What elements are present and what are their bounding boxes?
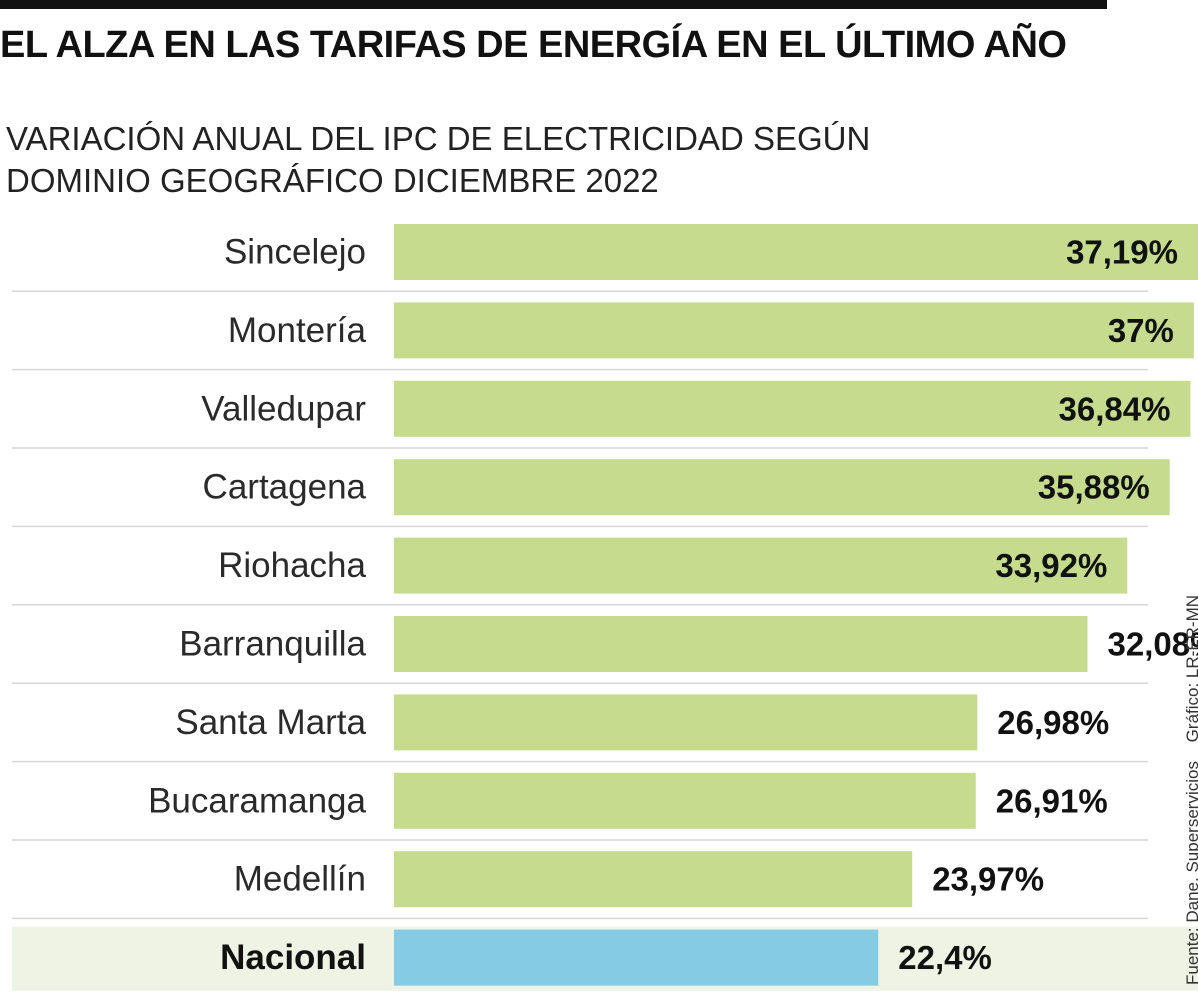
category-label-valledupar: Valledupar xyxy=(201,389,366,428)
category-label-nacional: Nacional xyxy=(220,938,366,977)
value-label-santa-marta: 26,98% xyxy=(997,704,1109,741)
category-label-monteria: Montería xyxy=(228,311,367,350)
category-label-santa-marta: Santa Marta xyxy=(175,703,366,742)
value-label-monteria: 37% xyxy=(1108,312,1174,349)
category-label-barranquilla: Barranquilla xyxy=(179,625,366,664)
value-label-cartagena: 35,88% xyxy=(1038,469,1150,506)
category-label-sincelejo: Sincelejo xyxy=(224,233,366,272)
subtitle-line-1: VARIACIÓN ANUAL DEL IPC DE ELECTRICIDAD … xyxy=(6,120,871,157)
bar-sincelejo xyxy=(394,224,1198,280)
bar-monteria xyxy=(394,302,1194,359)
chart-title: EL ALZA EN LAS TARIFAS DE ENERGÍA EN EL … xyxy=(0,24,1067,66)
bar-medellin xyxy=(394,851,913,908)
value-label-valledupar: 36,84% xyxy=(1058,390,1170,427)
chart-subtitle: VARIACIÓN ANUAL DEL IPC DE ELECTRICIDAD … xyxy=(6,118,906,202)
category-label-medellin: Medellín xyxy=(234,860,366,899)
category-label-cartagena: Cartagena xyxy=(203,468,367,507)
bar-cartagena xyxy=(394,459,1170,516)
source-credit: Fuente: Dane, Superservicios xyxy=(1183,761,1198,985)
value-label-medellin: 23,97% xyxy=(932,861,1044,898)
bar-barranquilla xyxy=(394,616,1088,672)
top-rule xyxy=(0,0,1107,9)
category-label-bucaramanga: Bucaramanga xyxy=(148,781,366,820)
value-label-riohacha: 33,92% xyxy=(995,547,1107,584)
category-label-riohacha: Riohacha xyxy=(218,546,366,585)
credit-line: Fuente: Dane, Superservicios Gráfico: LR… xyxy=(1183,595,1198,985)
bar-nacional xyxy=(394,929,879,986)
bar-santa-marta xyxy=(394,694,978,751)
bar-riohacha xyxy=(394,537,1128,594)
value-label-barranquilla: 32,08% xyxy=(1108,626,1198,663)
value-label-bucaramanga: 26,91% xyxy=(996,782,1108,819)
subtitle-line-2: DOMINIO GEOGRÁFICO DICIEMBRE 2022 xyxy=(6,162,659,199)
value-label-nacional: 22,4% xyxy=(898,939,992,976)
value-label-sincelejo: 37,19% xyxy=(1066,234,1178,271)
bar-valledupar xyxy=(394,380,1191,437)
graphic-credit: Gráfico: LR-ER-MN xyxy=(1183,594,1198,743)
bar-bucaramanga xyxy=(394,772,976,829)
